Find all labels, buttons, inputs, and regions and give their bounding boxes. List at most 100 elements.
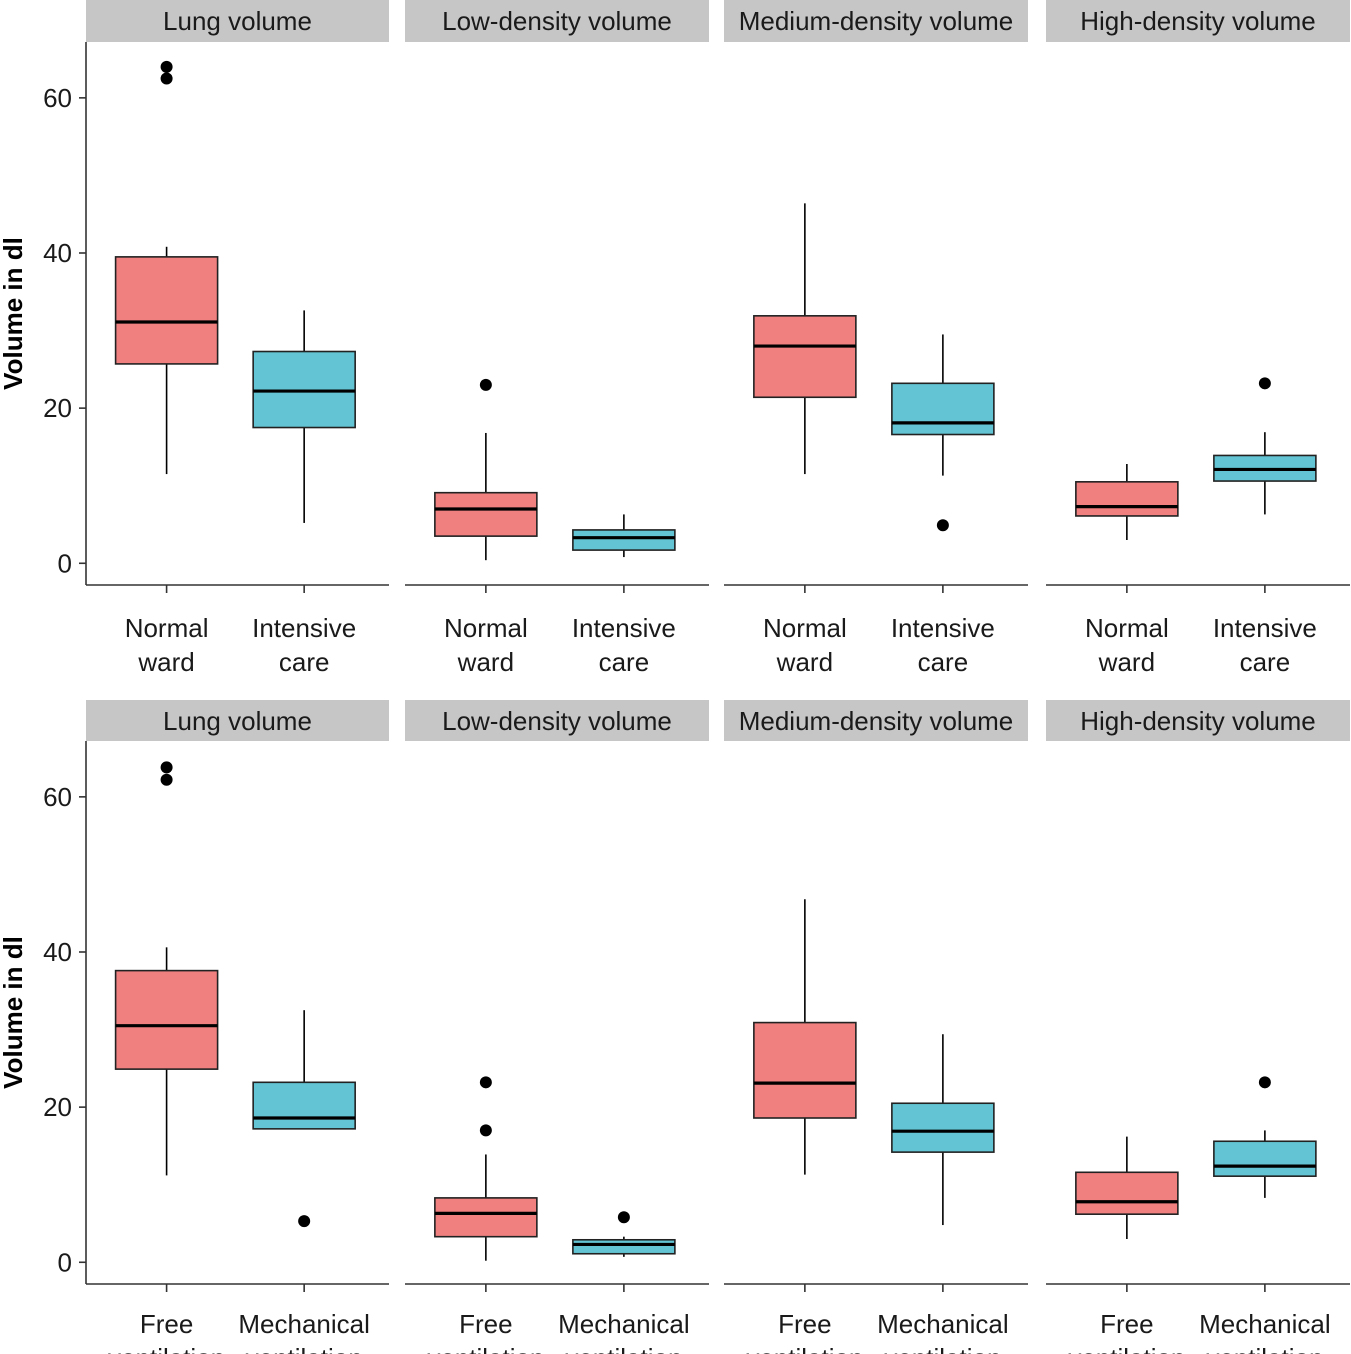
outlier-point [617, 1211, 630, 1224]
y-axis-title: Volume in dl [0, 237, 28, 390]
outlier-point [479, 378, 492, 391]
box-2 [1213, 1076, 1317, 1198]
iqr-box [572, 529, 676, 551]
outlier-point [1258, 377, 1271, 390]
strip-background [86, 0, 389, 42]
panel-4: High-density volume Normal ward Intensive ca… [1046, 0, 1350, 677]
panel-1: Lung volume Free ventilation Mechanical vent… [86, 700, 389, 1354]
strip-background [86, 700, 389, 741]
x-tick-label: ward [776, 647, 833, 677]
iqr-box [753, 315, 857, 399]
x-tick-label: ward [1098, 647, 1155, 677]
y-tick-label: 20 [43, 393, 72, 423]
x-tick-label: Normal [444, 613, 528, 643]
x-tick-label: Normal [763, 613, 847, 643]
box-1 [114, 60, 219, 475]
x-tick-label: Free [778, 1309, 831, 1339]
x-tick-label: Free [140, 1309, 193, 1339]
y-tick-label: 40 [43, 937, 72, 967]
strip-background [405, 0, 709, 42]
box-2 [572, 1211, 676, 1257]
outlier-point [936, 519, 949, 532]
strip-title: Low-density volume [442, 6, 672, 36]
x-tick-label: Normal [1085, 613, 1169, 643]
box-1 [434, 1076, 538, 1261]
x-tick-label: ventilation [427, 1343, 544, 1354]
x-tick-label: Intensive [1213, 613, 1317, 643]
panel-2: Low-density volume Normal ward Intensive car… [405, 0, 709, 677]
strip-background [724, 700, 1028, 741]
box-1 [1075, 1136, 1179, 1240]
strip-title: Lung volume [163, 6, 312, 36]
x-tick-label: ward [137, 647, 194, 677]
x-tick-label: care [1240, 647, 1291, 677]
x-tick-label: Mechanical [1199, 1309, 1331, 1339]
strip-background [1046, 700, 1350, 741]
box-2 [252, 310, 356, 523]
y-tick-label: 40 [43, 238, 72, 268]
iqr-box [252, 1081, 356, 1130]
box-1 [753, 203, 857, 475]
iqr-box [114, 969, 219, 1070]
x-tick-label: Intensive [891, 613, 995, 643]
box-2 [572, 514, 676, 558]
box-1 [434, 378, 538, 561]
x-tick-label: Mechanical [238, 1309, 370, 1339]
iqr-box [434, 491, 538, 537]
x-tick-label: care [279, 647, 330, 677]
strip-title: Lung volume [163, 706, 312, 736]
iqr-box [572, 1238, 676, 1255]
iqr-box [114, 256, 219, 365]
panel-3: Medium-density volume Normal ward Intensive… [724, 0, 1028, 677]
x-tick-label: ward [457, 647, 514, 677]
x-tick-label: Normal [125, 613, 209, 643]
x-tick-label: ventilation [108, 1343, 225, 1354]
y-tick-label: 0 [58, 1247, 72, 1277]
panel-3: Medium-density volume Free ventilation Mech… [724, 700, 1028, 1354]
x-tick-label: care [918, 647, 969, 677]
x-tick-label: ventilation [1068, 1343, 1185, 1354]
y-axis-title: Volume in dl [0, 936, 28, 1089]
x-tick-label: ventilation [1206, 1343, 1323, 1354]
outlier-point [160, 773, 173, 786]
box-1 [1075, 463, 1179, 541]
x-tick-label: ventilation [884, 1343, 1001, 1354]
chart-row-2: 0 20 40 60 Volume in dl Lung volume Free ventil… [0, 700, 1350, 1354]
iqr-box [753, 1021, 857, 1119]
x-tick-label: care [599, 647, 650, 677]
y-tick-label: 20 [43, 1092, 72, 1122]
iqr-box [434, 1197, 538, 1238]
y-tick-label: 60 [43, 83, 72, 113]
box-2 [891, 334, 995, 532]
outlier-point [479, 1124, 492, 1137]
strip-title: High-density volume [1080, 6, 1316, 36]
iqr-box [1075, 481, 1179, 517]
y-tick-label: 0 [58, 548, 72, 578]
strip-title: Low-density volume [442, 706, 672, 736]
iqr-box [891, 382, 995, 436]
chart-row-1: 0 20 40 60 Volume in dl Lung volume Normal ward… [0, 0, 1350, 677]
x-tick-label: Intensive [252, 613, 356, 643]
iqr-box [891, 1102, 995, 1153]
x-tick-label: ventilation [246, 1343, 363, 1354]
outlier-point [479, 1076, 492, 1089]
x-tick-label: Free [1100, 1309, 1153, 1339]
x-tick-label: Intensive [572, 613, 676, 643]
iqr-box [1213, 1140, 1317, 1177]
outlier-point [160, 761, 173, 774]
outlier-point [160, 60, 173, 73]
strip-background [1046, 0, 1350, 42]
strip-background [724, 0, 1028, 42]
strip-title: Medium-density volume [739, 6, 1014, 36]
panel-2: Low-density volume Free ventilation Mechani… [405, 700, 709, 1354]
x-tick-label: ventilation [565, 1343, 682, 1354]
outlier-point [298, 1215, 311, 1228]
panel-4: High-density volume Free ventilation Mechan… [1046, 700, 1350, 1354]
outlier-point [160, 72, 173, 85]
box-1 [114, 761, 219, 1176]
strip-background [405, 700, 709, 741]
outlier-point [1258, 1076, 1271, 1089]
x-tick-label: ventilation [746, 1343, 863, 1354]
x-tick-label: Mechanical [558, 1309, 690, 1339]
